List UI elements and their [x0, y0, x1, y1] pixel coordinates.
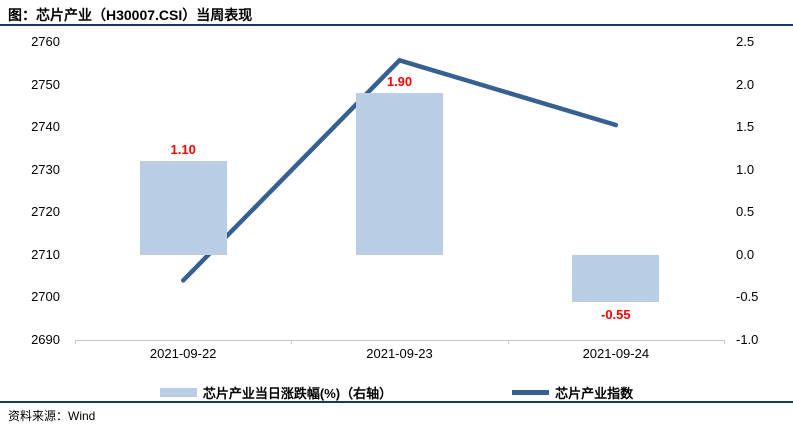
x-axis-line — [75, 340, 724, 341]
bar-value-label: 1.90 — [386, 74, 413, 90]
index-line — [180, 58, 619, 283]
line-series-label: 芯片产业指数 — [555, 386, 634, 401]
y-axis-left-tick-label: 2700 — [31, 289, 60, 305]
bar — [356, 93, 443, 255]
y-axis-left-tick-label: 2720 — [31, 204, 60, 220]
y-axis-left-tick-label: 2730 — [31, 161, 60, 177]
x-axis-tick-label: 2021-09-22 — [149, 346, 217, 361]
x-axis-tick-label: 2021-09-24 — [582, 346, 650, 361]
y-axis-left-tick-label: 2760 — [31, 34, 60, 49]
x-axis-tick-label: 2021-09-23 — [366, 346, 433, 361]
y-axis-right-tick-label: 1.0 — [736, 161, 755, 177]
x-axis-tick — [724, 340, 725, 344]
bar-value-label: -0.55 — [601, 306, 631, 322]
bar-value-label: 1.10 — [170, 142, 196, 158]
y-axis-right-tick-label: -1.0 — [736, 332, 759, 347]
line-series-swatch — [512, 390, 550, 395]
source-note: 资料来源：Wind — [8, 409, 96, 423]
chart-title: 图：芯片产业（H30007.CSI）当周表现 — [8, 7, 253, 23]
bar-series-swatch — [159, 388, 197, 397]
top-divider — [0, 24, 793, 26]
bottom-divider — [0, 401, 793, 403]
y-axis-right-tick-label: 0.5 — [736, 204, 755, 220]
x-axis-tick — [75, 340, 76, 344]
y-axis-right-tick-label: 1.5 — [736, 119, 755, 135]
y-axis-left-tick-label: 2710 — [31, 246, 60, 262]
legend-item-bar-series: 芯片产业当日涨跌幅(%)（右轴） — [159, 383, 393, 402]
y-axis-left-tick-label: 2740 — [31, 119, 60, 135]
bar-series-label: 芯片产业当日涨跌幅(%)（右轴） — [202, 386, 393, 401]
y-axis-right-tick-label: 2.5 — [736, 34, 755, 49]
y-axis-left-tick-label: 2750 — [31, 76, 60, 92]
bar — [139, 161, 227, 255]
y-axis-right-tick-label: 0.0 — [736, 246, 755, 262]
x-axis-tick — [291, 340, 293, 344]
legend-item-line-series: 芯片产业指数 — [512, 383, 633, 402]
y-axis-right-tick-label: -0.5 — [736, 289, 759, 305]
chart-legend: 芯片产业当日涨跌幅(%)（右轴） 芯片产业指数 — [0, 383, 793, 402]
x-axis-tick — [507, 340, 509, 344]
y-axis-right-tick-label: 2.0 — [736, 76, 755, 92]
bar — [572, 254, 660, 302]
y-axis-left-tick-label: 2690 — [31, 332, 60, 347]
